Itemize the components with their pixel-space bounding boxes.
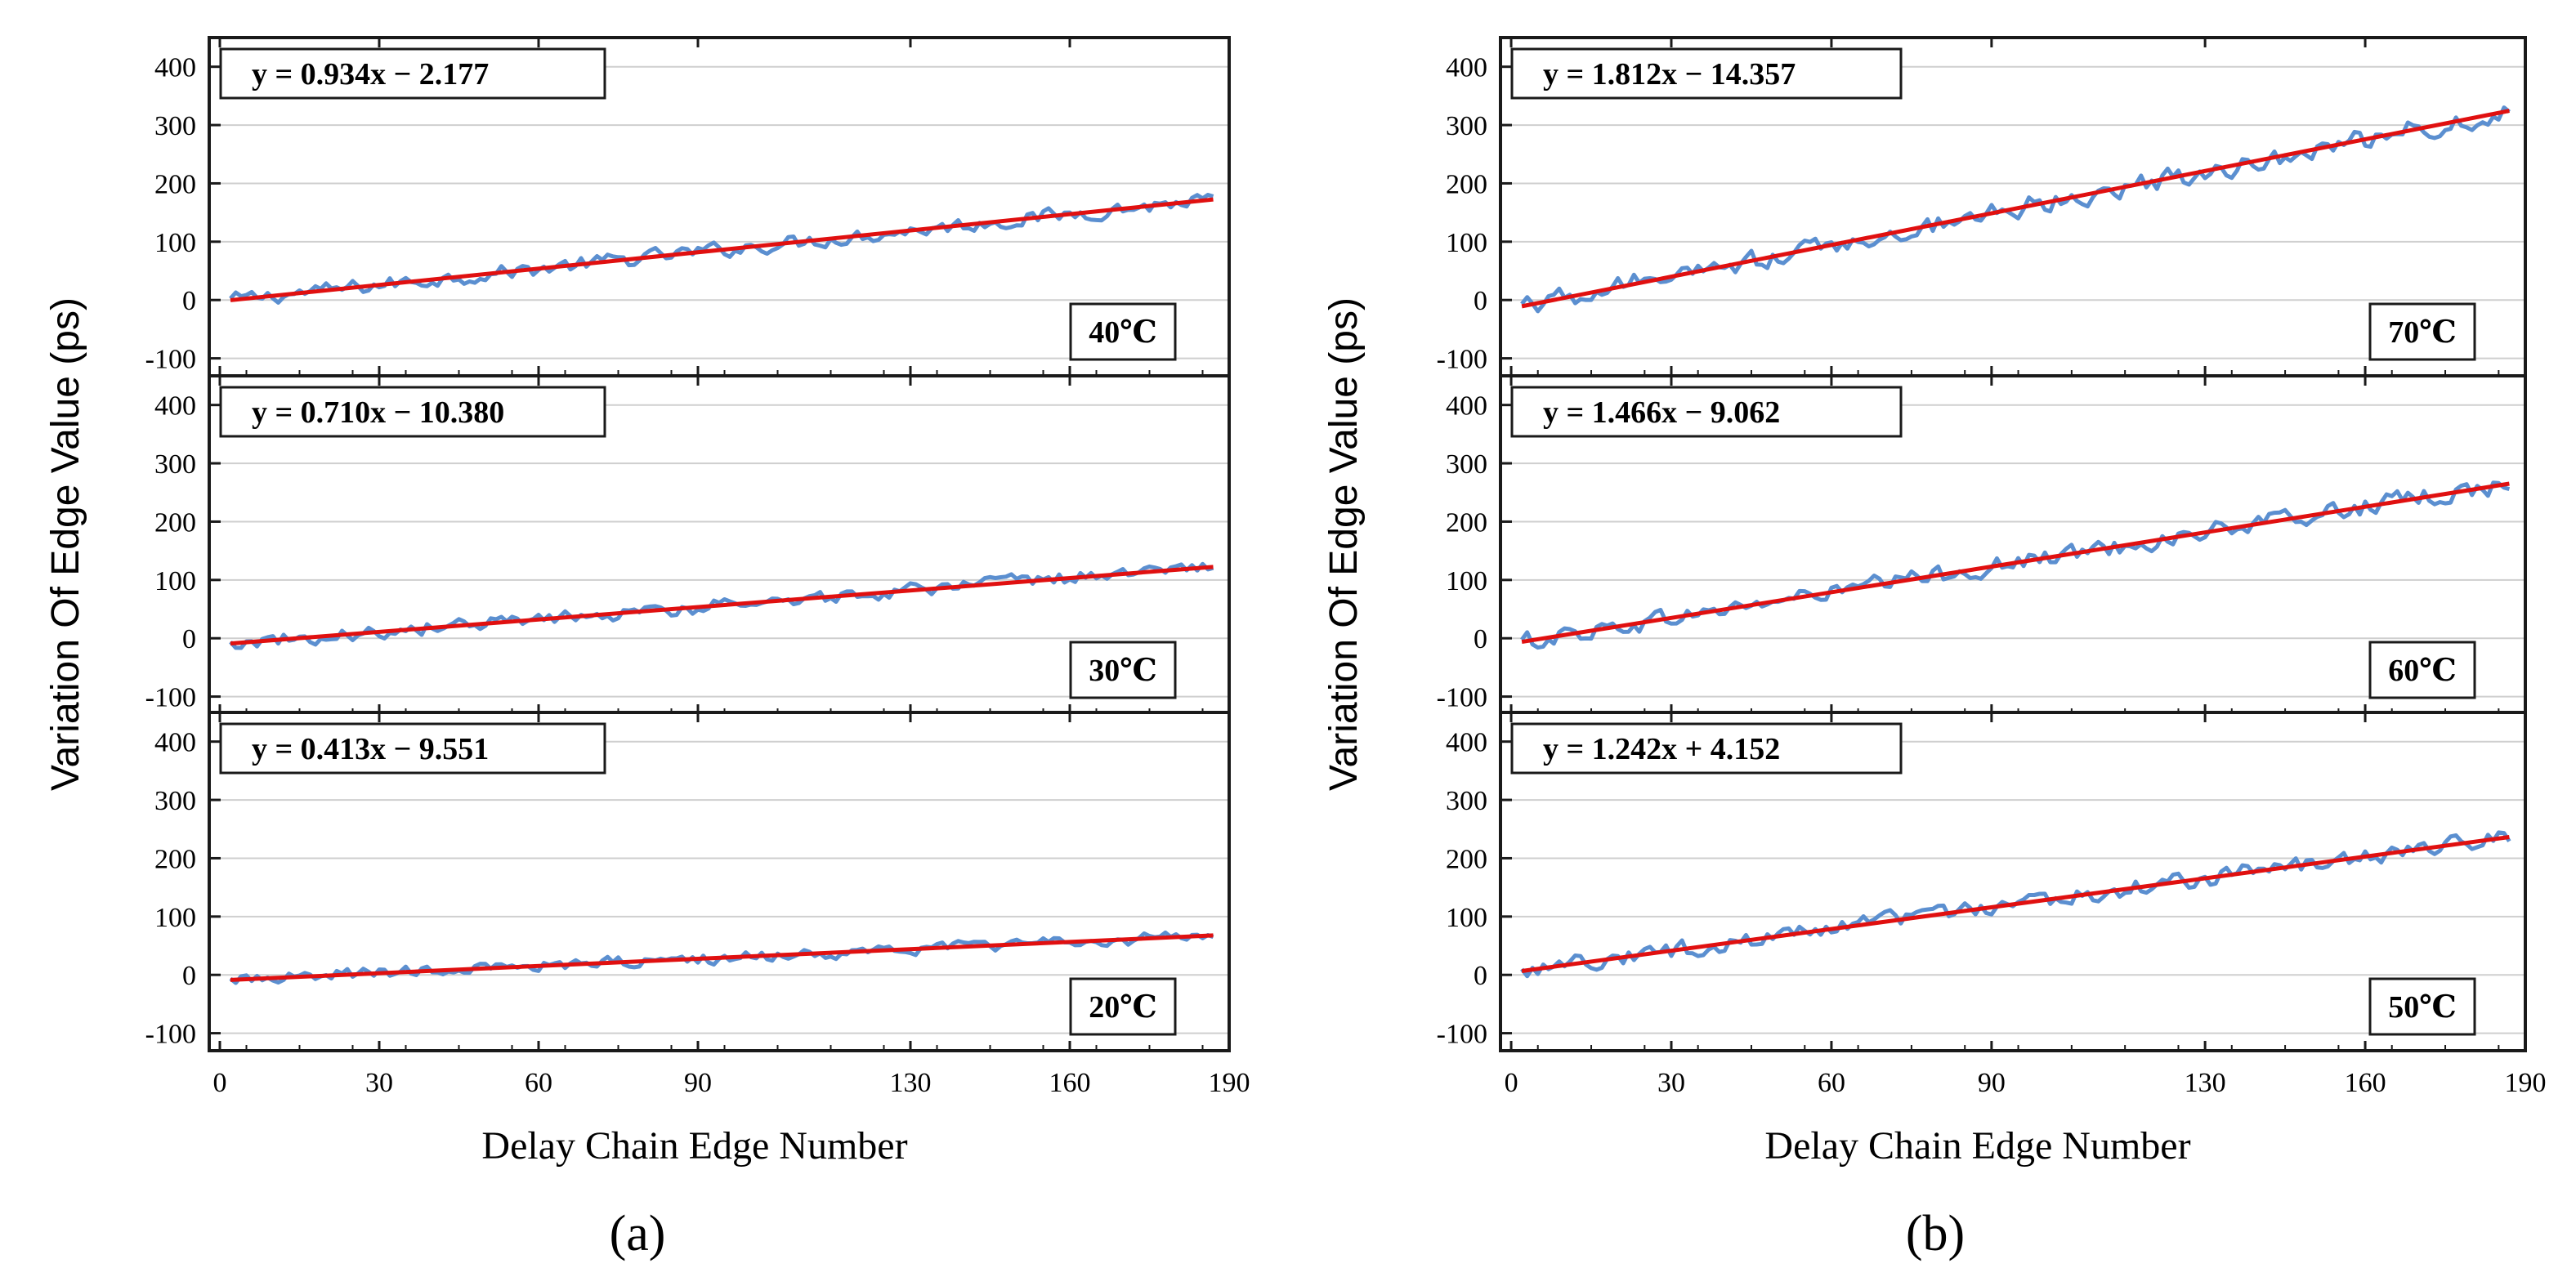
y-tick-label: 100 [154,228,196,258]
temperature-box [2368,977,2476,1036]
x-axis-label: Delay Chain Edge Number [481,1124,907,1168]
y-tick-label: 200 [1446,844,1487,874]
temperature-box [2368,302,2476,361]
temperature-box [2368,641,2476,699]
y-tick-label: 400 [154,391,196,422]
y-tick-label: 100 [154,903,196,933]
y-tick-label: -100 [145,345,196,375]
y-tick-label: 400 [154,53,196,83]
fit-line [230,565,1214,646]
y-tick-label: -100 [1437,345,1487,375]
temperature-box [1069,302,1177,361]
y-tick-label: 0 [182,286,196,316]
y-tick-label: 200 [154,844,196,874]
x-tick-label: 0 [213,1068,227,1098]
equation-box [219,386,606,438]
temperature-label: 20℃ [1089,990,1157,1025]
y-tick-label: 400 [1446,391,1487,422]
temperature-label: 40℃ [1089,315,1157,350]
y-tick-label: 300 [1446,449,1487,480]
panel-label: (b) [1906,1206,1965,1261]
y-tick-label: 200 [154,507,196,538]
y-tick-label: 0 [182,961,196,991]
x-tick-label: 60 [1818,1068,1845,1098]
y-tick-label: 0 [1474,961,1487,991]
fit-equation: y = 0.710x − 10.380 [252,395,504,430]
panel-label: (a) [610,1206,666,1261]
x-tick-label: 160 [1049,1068,1091,1098]
y-tick-label: 400 [154,728,196,758]
y-tick-label: 200 [1446,507,1487,538]
subplot-60℃: -100 0 100 200 300 400 y = 1.466x − 9.062 60℃ [1437,374,2527,716]
x-tick-label: 160 [2345,1068,2386,1098]
equation-box [1510,386,1903,438]
equation-box [1510,47,1903,100]
y-tick-label: 100 [1446,903,1487,933]
y-tick-label: -100 [1437,1020,1487,1050]
y-tick-label: 0 [1474,624,1487,654]
y-tick-label: 200 [154,169,196,199]
subplot-40℃: -100 0 100 200 300 400 y = 0.934x − 2.177 40℃ [145,36,1231,377]
y-tick-label: 400 [1446,728,1487,758]
y-tick-label: 100 [1446,566,1487,596]
y-axis-label: Variation Of Edge Value (ps) [44,297,87,791]
y-tick-label: 100 [1446,228,1487,258]
x-tick-label: 60 [525,1068,552,1098]
y-tick-label: 300 [1446,786,1487,816]
x-axis-label: Delay Chain Edge Number [1764,1124,2190,1168]
plot-frame [1499,711,2527,1052]
x-tick-label: 190 [1209,1068,1250,1098]
temperature-label: 70℃ [2388,315,2457,350]
subplot-70℃: -100 0 100 200 300 400 y = 1.812x − 14.357 70℃ [1437,36,2527,377]
y-tick-label: 300 [1446,111,1487,141]
y-tick-label: 300 [154,111,196,141]
y-tick-label: -100 [145,683,196,713]
fit-equation: y = 1.812x − 14.357 [1543,57,1796,92]
fit-line [1521,109,2510,309]
x-tick-label: 30 [1657,1068,1685,1098]
subplot-30℃: -100 0 100 200 300 400 y = 0.710x − 10.380 30℃ [145,374,1231,716]
x-tick-label: 90 [1978,1068,2006,1098]
x-tick-label: 190 [2505,1068,2547,1098]
temperature-label: 30℃ [1089,654,1157,688]
y-tick-label: 300 [154,449,196,480]
x-tick-label: 0 [1505,1068,1518,1098]
y-tick-label: -100 [1437,683,1487,713]
x-tick-label: 90 [684,1068,712,1098]
temperature-label: 50℃ [2388,990,2457,1025]
subplot-50℃: -100 0 100 200 300 400 y = 1.242x + 4.152 50℃ [1437,711,2527,1052]
temperature-box [1069,977,1177,1036]
equation-box [219,722,606,775]
y-tick-label: 300 [154,786,196,816]
temperature-label: 60℃ [2388,654,2457,688]
y-tick-label: 400 [1446,53,1487,83]
temperature-box [1069,641,1177,699]
y-tick-label: 200 [1446,169,1487,199]
y-tick-label: 100 [154,566,196,596]
fit-line [1521,481,2510,645]
y-axis-label: Variation Of Edge Value (ps) [1322,297,1366,791]
equation-box [219,47,606,100]
y-tick-label: -100 [145,1020,196,1050]
equation-box [1510,722,1903,775]
fit-line [1521,834,2510,973]
fit-equation: y = 1.242x + 4.152 [1543,732,1780,766]
y-tick-label: 0 [1474,286,1487,316]
fit-line [230,197,1214,302]
y-tick-label: 0 [182,624,196,654]
fit-equation: y = 0.934x − 2.177 [252,57,489,92]
x-tick-label: 130 [890,1068,932,1098]
x-tick-label: 30 [365,1068,393,1098]
subplot-20℃: -100 0 100 200 300 400 y = 0.413x − 9.551 20℃ [145,711,1231,1052]
fit-equation: y = 1.466x − 9.062 [1543,395,1780,430]
plot-frame [208,711,1231,1052]
fit-line [230,933,1214,982]
fit-equation: y = 0.413x − 9.551 [252,732,489,766]
x-tick-label: 130 [2185,1068,2226,1098]
